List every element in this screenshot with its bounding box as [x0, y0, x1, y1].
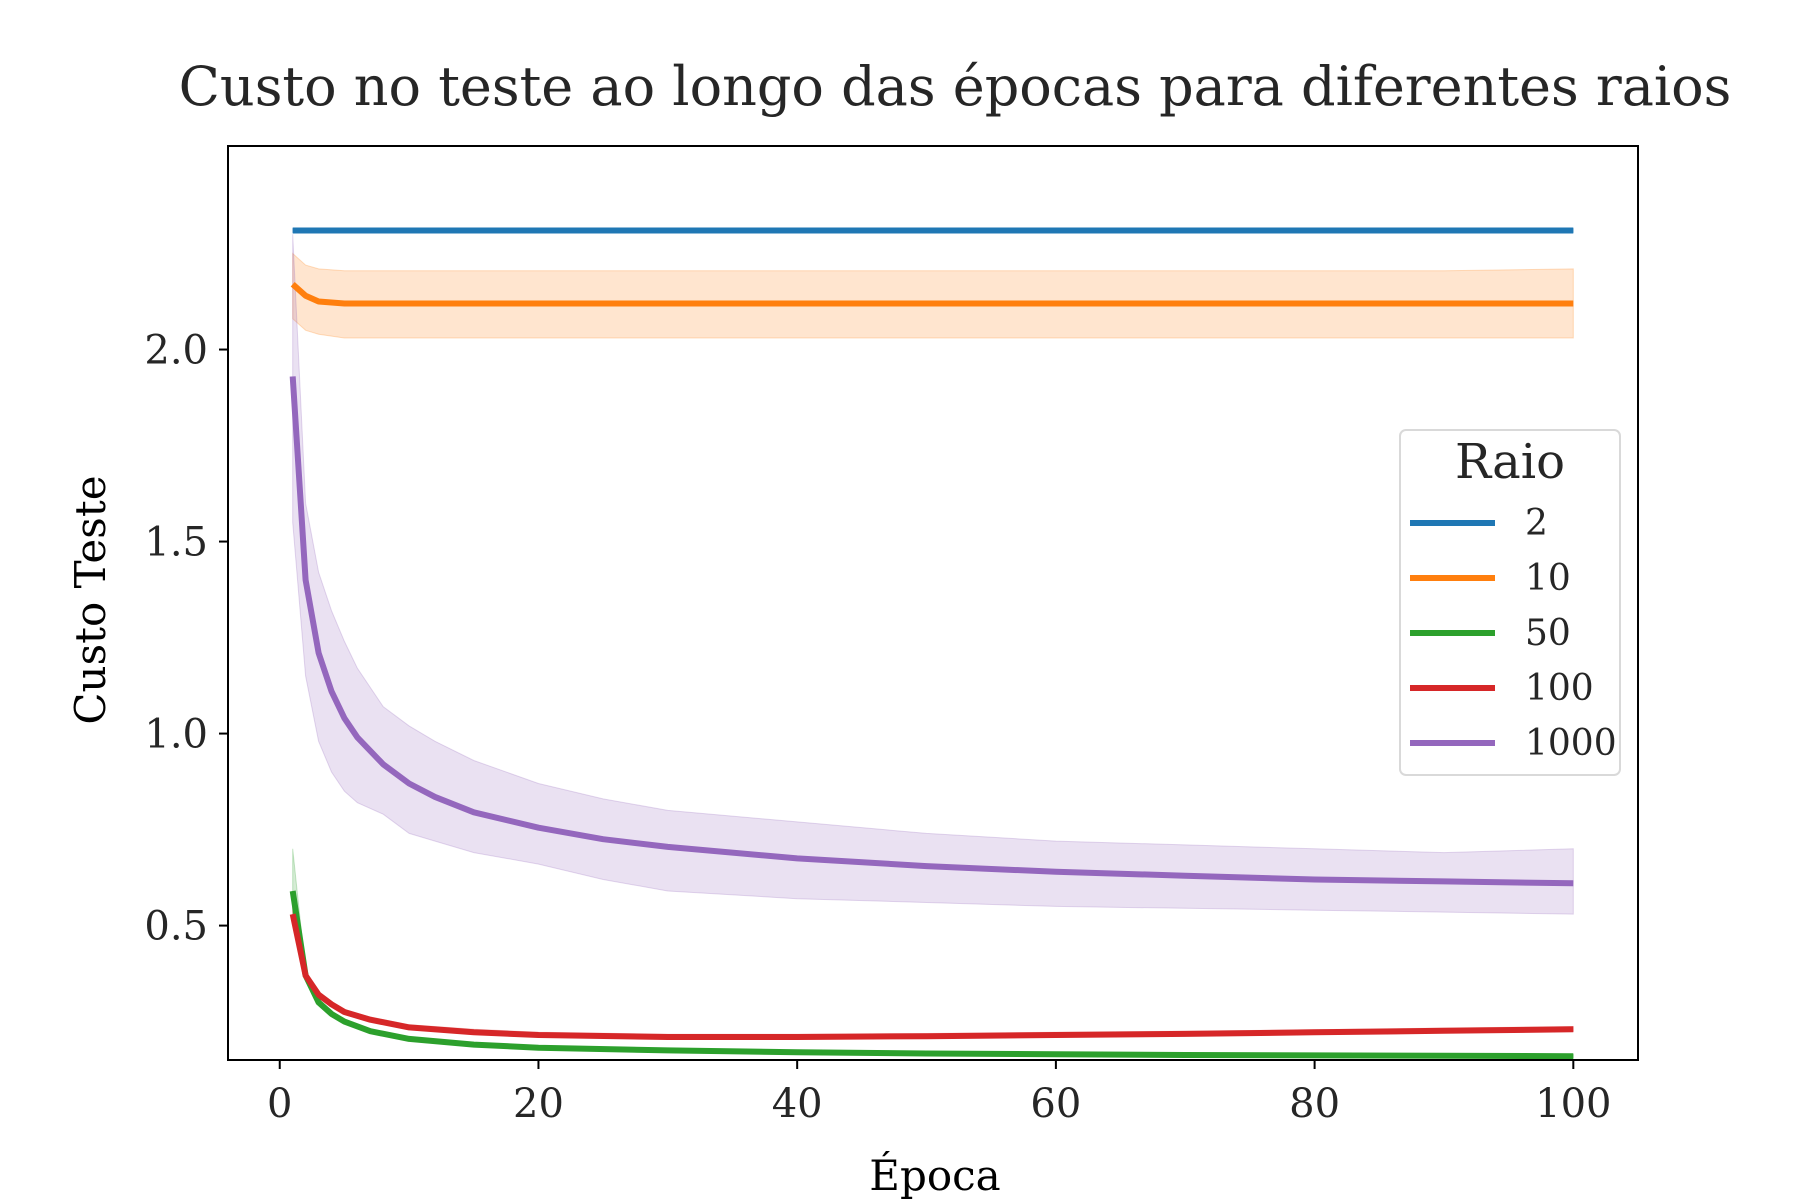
series-lines — [289, 227, 1574, 1060]
y-tick-label: 2.0 — [144, 328, 208, 374]
confidence-bands — [292, 228, 1574, 1059]
x-tick-label: 0 — [267, 1081, 292, 1127]
x-tick-label: 80 — [1289, 1081, 1340, 1127]
legend-label-10: 10 — [1525, 558, 1571, 599]
x-axis-ticks: 0 20 40 60 80 100 — [267, 1060, 1612, 1127]
x-tick-label: 40 — [772, 1081, 823, 1127]
legend-label-2: 2 — [1525, 503, 1548, 544]
x-tick-label: 60 — [1030, 1081, 1081, 1127]
series-line-50 — [289, 890, 1574, 1060]
x-tick-label: 20 — [513, 1081, 564, 1127]
y-tick-label: 1.5 — [144, 520, 208, 566]
y-tick-label: 1.0 — [144, 712, 208, 758]
legend: Raio 2 10 50 100 1000 — [1399, 429, 1621, 776]
x-tick-label: 100 — [1535, 1081, 1611, 1127]
chart-title: Custo no teste ao longo das épocas para … — [179, 55, 1732, 118]
legend-title: Raio — [1455, 434, 1565, 490]
band-100 — [292, 906, 1574, 1040]
x-axis-label: Época — [869, 1150, 1000, 1200]
y-axis-ticks: 0.5 1.0 1.5 2.0 — [144, 328, 228, 950]
legend-label-50: 50 — [1525, 613, 1571, 654]
legend-label-100: 100 — [1525, 668, 1594, 709]
band-1000 — [292, 234, 1574, 915]
series-line-10 — [290, 282, 1574, 307]
band-10 — [292, 252, 1574, 339]
legend-items: 2 10 50 100 1000 — [1410, 503, 1617, 764]
y-axis-label: Custo Teste — [66, 475, 115, 724]
y-tick-label: 0.5 — [144, 904, 208, 950]
plot-frame — [227, 145, 1639, 1061]
series-line-100 — [289, 913, 1574, 1040]
legend-label-1000: 1000 — [1525, 723, 1617, 764]
series-line-1000 — [289, 376, 1574, 887]
